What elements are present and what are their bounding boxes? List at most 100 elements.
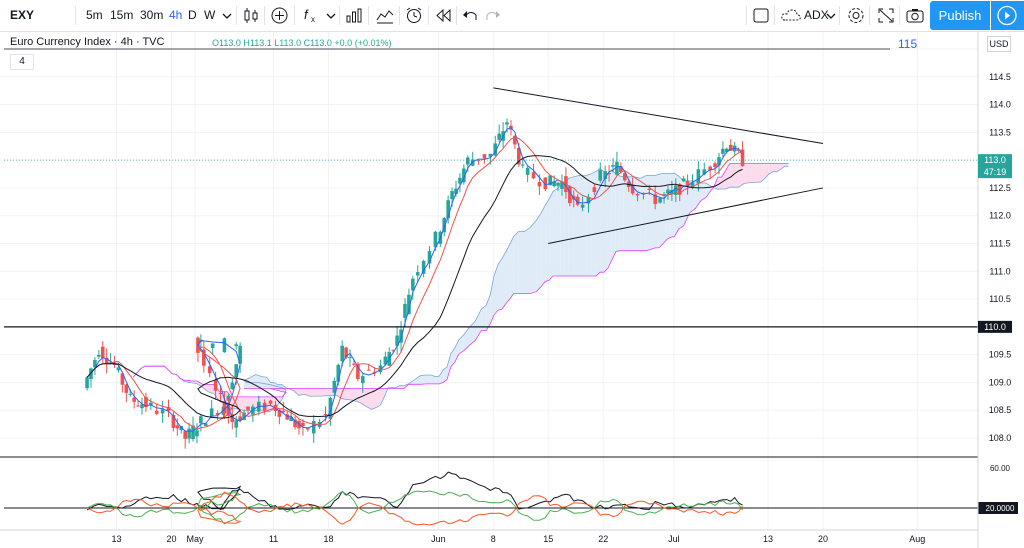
candle-body bbox=[336, 364, 341, 382]
candle-body bbox=[166, 407, 171, 411]
candle-body bbox=[293, 419, 297, 428]
candle-body bbox=[144, 396, 148, 408]
level-110-tag-text: 110.0 bbox=[984, 322, 1006, 332]
time-tick-label: 22 bbox=[598, 534, 608, 544]
interval-30m[interactable]: 30m bbox=[140, 8, 164, 22]
indicator-name-label[interactable]: ADX bbox=[804, 8, 829, 22]
horizontal-lines bbox=[4, 48, 978, 328]
candle-body bbox=[531, 172, 536, 179]
countdown-text: 47:19 bbox=[984, 167, 1007, 177]
candle-body bbox=[195, 430, 199, 437]
interval-d[interactable]: D bbox=[188, 8, 197, 22]
cloud-segment bbox=[399, 385, 404, 389]
candle-body bbox=[160, 409, 165, 414]
time-tick-label: Aug bbox=[909, 534, 925, 544]
candle-body bbox=[603, 171, 607, 179]
svg-text:x: x bbox=[311, 15, 315, 24]
camera-icon[interactable] bbox=[905, 6, 925, 25]
candle-body bbox=[696, 169, 701, 184]
interval-4h[interactable]: 4h bbox=[169, 8, 183, 22]
cloud-segment bbox=[454, 340, 459, 363]
cloud-segment bbox=[750, 163, 757, 183]
toolbar-divider bbox=[839, 6, 840, 25]
cloud-segment bbox=[585, 173, 592, 276]
candle-body bbox=[289, 416, 293, 421]
candles-icon[interactable] bbox=[242, 6, 260, 25]
candles bbox=[85, 118, 745, 449]
candle-body bbox=[630, 184, 635, 194]
interval-w[interactable]: W bbox=[204, 8, 216, 22]
candle-body bbox=[213, 379, 218, 391]
candle-body bbox=[717, 157, 721, 166]
interval-15m[interactable]: 15m bbox=[110, 8, 134, 22]
alarm-clock-icon[interactable] bbox=[404, 6, 424, 25]
publish-button[interactable]: Publish bbox=[930, 1, 990, 30]
candle-body bbox=[658, 197, 662, 203]
cloud-segment bbox=[255, 374, 262, 389]
chevron-down-icon[interactable] bbox=[326, 6, 336, 25]
candle-body bbox=[222, 401, 227, 414]
ichimoku-cloud bbox=[132, 163, 789, 413]
cloud-segment bbox=[619, 175, 624, 251]
cloud-segment bbox=[298, 388, 305, 396]
adx-pane: 60.00 20.0000 bbox=[0, 456, 1018, 526]
undo-icon[interactable] bbox=[461, 6, 479, 25]
chart-title: Euro Currency Index · 4h · TVC bbox=[10, 36, 165, 48]
cloud-segment bbox=[552, 188, 557, 276]
compare-plus-icon[interactable] bbox=[270, 6, 289, 25]
minus-di-line bbox=[86, 491, 743, 526]
templates-icon[interactable] bbox=[375, 6, 395, 25]
publish-menu-button[interactable] bbox=[991, 1, 1024, 30]
senkou-a-line bbox=[132, 166, 789, 413]
cloud-segment bbox=[733, 163, 739, 188]
candle-body bbox=[85, 377, 89, 389]
candle-body bbox=[391, 350, 396, 352]
bar-chart-icon[interactable] bbox=[345, 6, 363, 25]
candle-body bbox=[332, 380, 337, 393]
candle-body bbox=[619, 166, 623, 173]
replay-icon[interactable] bbox=[434, 6, 452, 25]
interval-5m[interactable]: 5m bbox=[86, 8, 103, 22]
symbol-search[interactable]: EXY bbox=[10, 8, 35, 22]
candle-body bbox=[268, 400, 273, 404]
candle-body bbox=[622, 173, 627, 181]
cloud-segment bbox=[780, 163, 785, 170]
cloud-segment bbox=[242, 396, 247, 411]
cloud-segment bbox=[670, 173, 675, 238]
indicator-toggle[interactable]: 4 bbox=[10, 54, 34, 70]
candle-body bbox=[89, 368, 93, 380]
fullscreen-square-icon[interactable] bbox=[752, 6, 770, 25]
cloud-segment bbox=[371, 388, 377, 410]
cloud-segment bbox=[304, 388, 311, 397]
gear-icon[interactable] bbox=[846, 6, 866, 25]
candle-body bbox=[251, 406, 255, 415]
cloud-segment bbox=[505, 244, 510, 304]
chevron-down-icon[interactable] bbox=[826, 6, 836, 25]
redo-icon[interactable] bbox=[484, 6, 502, 25]
moving-averages bbox=[86, 127, 743, 432]
cloud-segment bbox=[380, 388, 385, 406]
cloud-segment bbox=[329, 388, 334, 396]
cloud-segment bbox=[579, 175, 586, 276]
candle-body bbox=[136, 405, 140, 407]
candle-body bbox=[383, 356, 388, 365]
cloud-segment bbox=[564, 178, 569, 276]
candle-body bbox=[556, 182, 560, 186]
candle-body bbox=[154, 410, 159, 414]
chevron-down-icon[interactable] bbox=[220, 6, 234, 25]
candle-body bbox=[517, 147, 521, 165]
time-tick-label: 13 bbox=[763, 534, 773, 544]
cloud-segment bbox=[634, 176, 641, 251]
toolbar-divider bbox=[746, 6, 747, 25]
expand-icon[interactable] bbox=[876, 6, 896, 25]
candle-body bbox=[462, 168, 466, 183]
cloud-segment bbox=[481, 305, 487, 331]
candle-body bbox=[277, 409, 282, 417]
triangle-lower-line bbox=[548, 187, 824, 244]
cloud-icon[interactable] bbox=[780, 6, 802, 25]
toolbar-divider bbox=[869, 6, 870, 25]
cloud-segment bbox=[541, 205, 546, 287]
currency-label[interactable]: USD bbox=[987, 36, 1011, 52]
